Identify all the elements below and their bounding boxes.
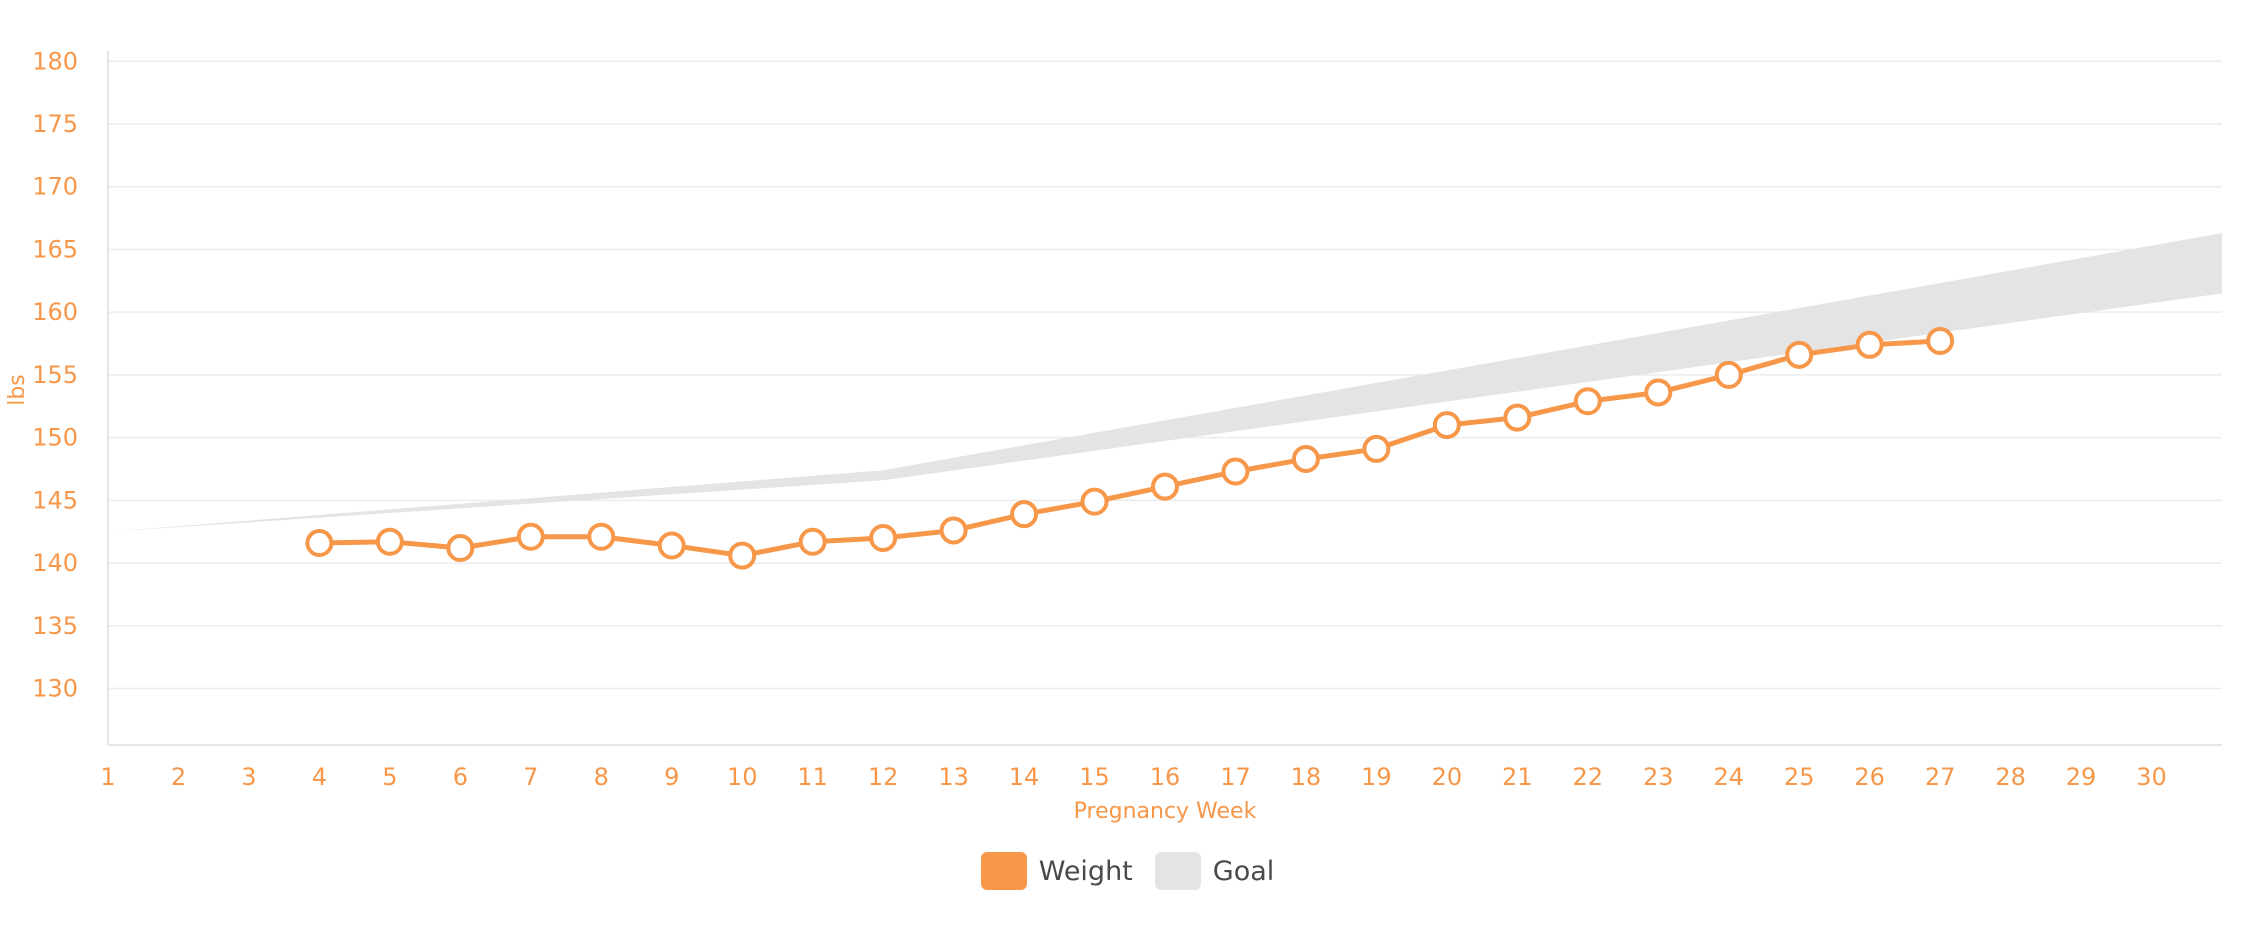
y-tick-label: 170 xyxy=(32,173,78,201)
y-tick-label: 140 xyxy=(32,549,78,577)
x-tick-label: 27 xyxy=(1925,763,1956,791)
x-tick-label: 25 xyxy=(1784,763,1815,791)
x-tick-label: 1 xyxy=(100,763,115,791)
weight-point xyxy=(1644,378,1673,407)
weight-point xyxy=(305,529,334,558)
y-tick-label: 180 xyxy=(32,47,78,75)
weight-point xyxy=(587,522,616,551)
chart-legend: Weight Goal xyxy=(0,852,2255,890)
x-tick-label: 5 xyxy=(382,763,397,791)
legend-label-goal: Goal xyxy=(1212,855,1275,887)
legend-item-weight[interactable]: Weight xyxy=(980,852,1133,890)
weight-point xyxy=(1151,472,1179,501)
weight-point xyxy=(728,541,757,570)
x-tick-label: 26 xyxy=(1854,763,1885,791)
weight-point xyxy=(1785,340,1814,369)
x-tick-label: 16 xyxy=(1150,763,1181,791)
x-tick-label: 2 xyxy=(171,763,186,791)
legend-label-weight: Weight xyxy=(1038,855,1133,887)
x-tick-label: 10 xyxy=(727,763,758,791)
weight-point xyxy=(1221,457,1250,486)
x-tick-label: 15 xyxy=(1079,763,1110,791)
x-axis-title: Pregnancy Week xyxy=(1074,799,1257,824)
legend-item-goal[interactable]: Goal xyxy=(1154,852,1275,890)
x-tick-label: 30 xyxy=(2136,763,2167,791)
x-tick-label: 23 xyxy=(1643,763,1674,791)
x-tick-label: 11 xyxy=(797,763,828,791)
y-tick-label: 175 xyxy=(32,110,78,138)
weight-point xyxy=(375,527,404,556)
y-tick-label: 150 xyxy=(32,424,78,452)
x-tick-label: 28 xyxy=(1995,763,2026,791)
weight-point xyxy=(1362,434,1391,463)
weight-point xyxy=(1080,487,1109,516)
y-tick-label: 135 xyxy=(32,612,78,640)
y-axis-title: lbs xyxy=(5,374,30,406)
x-tick-label: 29 xyxy=(2066,763,2097,791)
weight-point xyxy=(1291,444,1320,473)
y-tick-label: 160 xyxy=(32,298,78,326)
weight-point xyxy=(1503,403,1532,432)
x-tick-label: 4 xyxy=(312,763,327,791)
x-tick-label: 7 xyxy=(523,763,538,791)
x-tick-label: 18 xyxy=(1291,763,1322,791)
legend-swatch-goal xyxy=(1154,852,1201,890)
x-tick-label: 12 xyxy=(868,763,899,791)
x-tick-label: 19 xyxy=(1361,763,1392,791)
x-tick-label: 14 xyxy=(1009,763,1040,791)
y-tick-label: 130 xyxy=(32,675,78,703)
x-tick-label: 20 xyxy=(1432,763,1463,791)
y-tick-label: 155 xyxy=(32,361,78,389)
weight-point xyxy=(1714,360,1743,389)
x-tick-label: 6 xyxy=(453,763,468,791)
weight-point xyxy=(1855,330,1884,359)
weight-point xyxy=(446,534,475,563)
y-tick-label: 165 xyxy=(32,235,78,263)
weight-line xyxy=(316,338,1943,559)
weight-point xyxy=(516,522,545,551)
weight-point xyxy=(869,524,898,552)
x-tick-label: 9 xyxy=(664,763,679,791)
weight-point xyxy=(939,516,968,545)
weight-point xyxy=(798,527,827,556)
x-tick-label: 24 xyxy=(1713,763,1744,791)
weight-point xyxy=(1926,327,1955,356)
x-tick-label: 8 xyxy=(594,763,609,791)
x-tick-label: 17 xyxy=(1220,763,1251,791)
x-tick-label: 22 xyxy=(1573,763,1604,791)
x-tick-label: 3 xyxy=(241,763,256,791)
weight-point xyxy=(1010,500,1039,529)
x-tick-label: 21 xyxy=(1502,763,1533,791)
weight-point xyxy=(1432,411,1461,440)
legend-swatch-weight xyxy=(980,852,1027,890)
y-tick-label: 145 xyxy=(32,486,78,514)
x-tick-label: 13 xyxy=(938,763,969,791)
weight-point xyxy=(1573,387,1602,416)
weight-point xyxy=(657,531,686,560)
